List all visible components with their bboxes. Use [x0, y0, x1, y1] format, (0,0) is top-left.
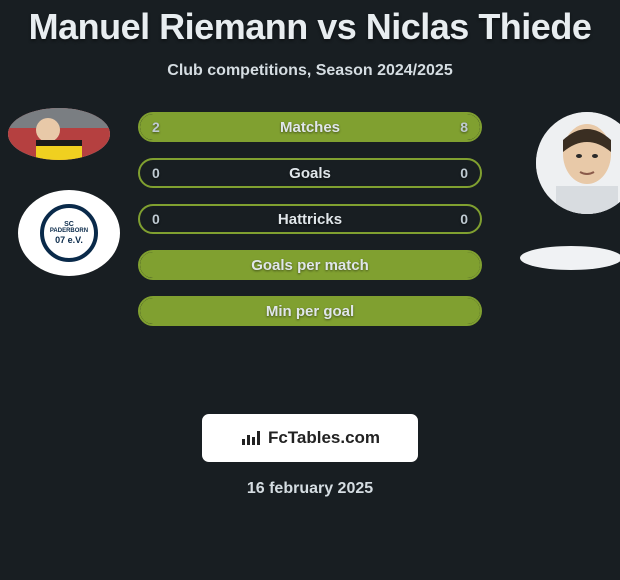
right-club-badge	[520, 246, 620, 270]
left-club-badge: SC PADERBORN 07 e.V.	[18, 190, 120, 276]
club-badge-line3: 07 e.V.	[55, 236, 83, 245]
club-badge-line2: PADERBORN	[50, 228, 88, 234]
left-player-avatar	[8, 108, 110, 160]
subtitle: Club competitions, Season 2024/2025	[0, 62, 620, 80]
fctables-logo: FcTables.com	[202, 414, 418, 462]
date-text: 16 february 2025	[0, 480, 620, 498]
stat-label: Goals	[140, 165, 480, 182]
logo-text: FcTables.com	[268, 428, 380, 448]
comparison-panel: SC PADERBORN 07 e.V. 28Matches 00Goals 00H…	[0, 108, 620, 408]
stat-row: 00Goals	[138, 158, 482, 188]
page-title: Manuel Riemann vs Niclas Thiede	[0, 0, 620, 48]
stat-row: Min per goal	[138, 296, 482, 326]
stat-label: Min per goal	[140, 303, 480, 320]
right-player-avatar	[536, 112, 620, 214]
stat-label: Goals per match	[140, 257, 480, 274]
bars-icon	[240, 429, 262, 447]
stat-bars: 28Matches 00Goals 00Hattricks Goals per mat…	[138, 112, 482, 342]
stat-label: Matches	[140, 119, 480, 136]
stat-row: 28Matches	[138, 112, 482, 142]
stat-label: Hattricks	[140, 211, 480, 228]
stat-row: Goals per match	[138, 250, 482, 280]
stat-row: 00Hattricks	[138, 204, 482, 234]
club-badge-line1: SC	[64, 221, 74, 228]
